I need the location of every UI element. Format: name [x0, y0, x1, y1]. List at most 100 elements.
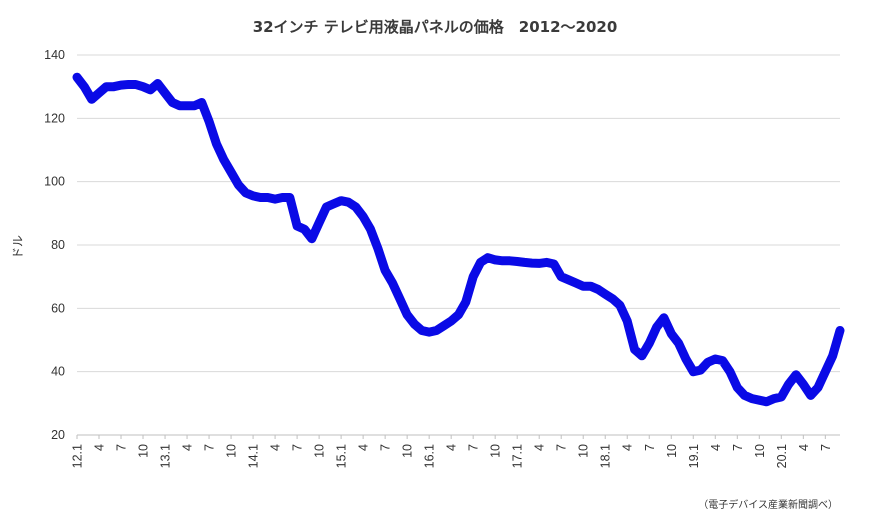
data-point [310, 237, 313, 240]
data-point [516, 260, 519, 263]
data-point [325, 206, 328, 208]
data-point [670, 332, 673, 335]
data-point [699, 369, 702, 372]
data-point [472, 275, 475, 278]
chart-title: 32インチ テレビ用液晶パネルの価格 2012～2020 [253, 18, 618, 36]
x-tick-label: 4 [533, 444, 547, 451]
data-point [134, 83, 137, 86]
y-tick-label: 140 [44, 48, 65, 62]
data-point [237, 183, 240, 186]
x-tick-label: 7 [555, 444, 569, 451]
x-tick-label: 4 [93, 444, 107, 451]
data-point [222, 158, 225, 161]
data-point [406, 313, 409, 316]
data-point [266, 196, 269, 199]
y-axis-ticks: 20 40 60 80 100 120 140 [44, 48, 65, 442]
data-point [98, 92, 101, 94]
data-point [354, 206, 357, 208]
data-point [831, 354, 834, 357]
x-tick-label: 4 [269, 444, 283, 451]
data-point [200, 101, 203, 104]
data-point [706, 361, 709, 364]
data-point [398, 297, 401, 300]
x-tick-label: 13.1 [159, 444, 173, 468]
x-tick-label: 10 [753, 444, 767, 458]
data-point [442, 324, 445, 327]
data-point [296, 225, 299, 227]
data-point [714, 358, 717, 360]
data-point [662, 316, 665, 319]
data-point [457, 313, 460, 316]
data-point [508, 259, 511, 262]
data-point [552, 263, 555, 265]
x-tick-label: 7 [731, 444, 745, 451]
data-point [230, 171, 233, 174]
data-point [618, 304, 621, 307]
data-point [765, 400, 768, 403]
data-point [288, 196, 291, 199]
data-point [626, 320, 629, 322]
data-point [780, 396, 783, 398]
data-point [604, 293, 607, 296]
data-point [574, 282, 577, 284]
data-point [303, 228, 306, 231]
data-point [347, 201, 350, 204]
x-tick-label: 10 [137, 444, 151, 458]
x-tick-label: 12.1 [71, 444, 85, 468]
data-point [494, 258, 497, 261]
data-point [787, 383, 790, 386]
data-point [259, 196, 262, 199]
data-point [772, 397, 775, 400]
x-tick-label: 7 [115, 444, 129, 451]
data-point [171, 101, 174, 104]
data-point [413, 323, 416, 326]
x-tick-label: 17.1 [511, 444, 525, 468]
y-tick-label: 120 [44, 111, 65, 125]
x-tick-label: 10 [489, 444, 503, 458]
data-point [501, 259, 504, 262]
data-point [794, 373, 797, 376]
data-point [736, 386, 739, 389]
data-point [340, 199, 343, 202]
data-point [362, 215, 365, 218]
data-point [105, 85, 108, 88]
data-point [567, 278, 570, 281]
x-tick-label: 18.1 [599, 444, 613, 468]
source-note: （電子デバイス産業新聞調べ） [698, 498, 838, 511]
data-point [215, 142, 218, 145]
data-point [816, 386, 819, 389]
data-point [721, 359, 724, 362]
data-point [750, 397, 753, 400]
grid-lines [77, 54, 840, 436]
data-point [127, 83, 130, 86]
data-point [178, 104, 181, 107]
x-tick-label: 10 [577, 444, 591, 458]
data-point [589, 285, 592, 288]
data-point [743, 394, 746, 397]
y-tick-label: 60 [51, 301, 65, 315]
data-point [369, 228, 372, 231]
series-layer [72, 72, 845, 407]
data-point [538, 262, 541, 265]
x-tick-label: 7 [203, 444, 217, 451]
data-point [450, 320, 453, 322]
data-point [582, 285, 585, 288]
x-tick-label: 10 [225, 444, 239, 458]
data-point [376, 247, 379, 250]
data-point [391, 282, 394, 284]
data-point [809, 394, 812, 397]
x-tick-label: 4 [181, 444, 195, 451]
x-tick-label: 7 [291, 444, 305, 451]
data-point [252, 194, 255, 197]
x-tick-label: 10 [401, 444, 415, 458]
data-point [274, 198, 277, 201]
price-series-line [72, 72, 845, 407]
data-point [684, 358, 687, 360]
data-point [149, 88, 152, 91]
x-tick-label: 7 [379, 444, 393, 451]
data-point [640, 354, 643, 357]
data-point [164, 92, 167, 94]
x-tick-label: 16.1 [423, 444, 437, 468]
data-point [530, 262, 533, 265]
data-point [332, 202, 335, 205]
